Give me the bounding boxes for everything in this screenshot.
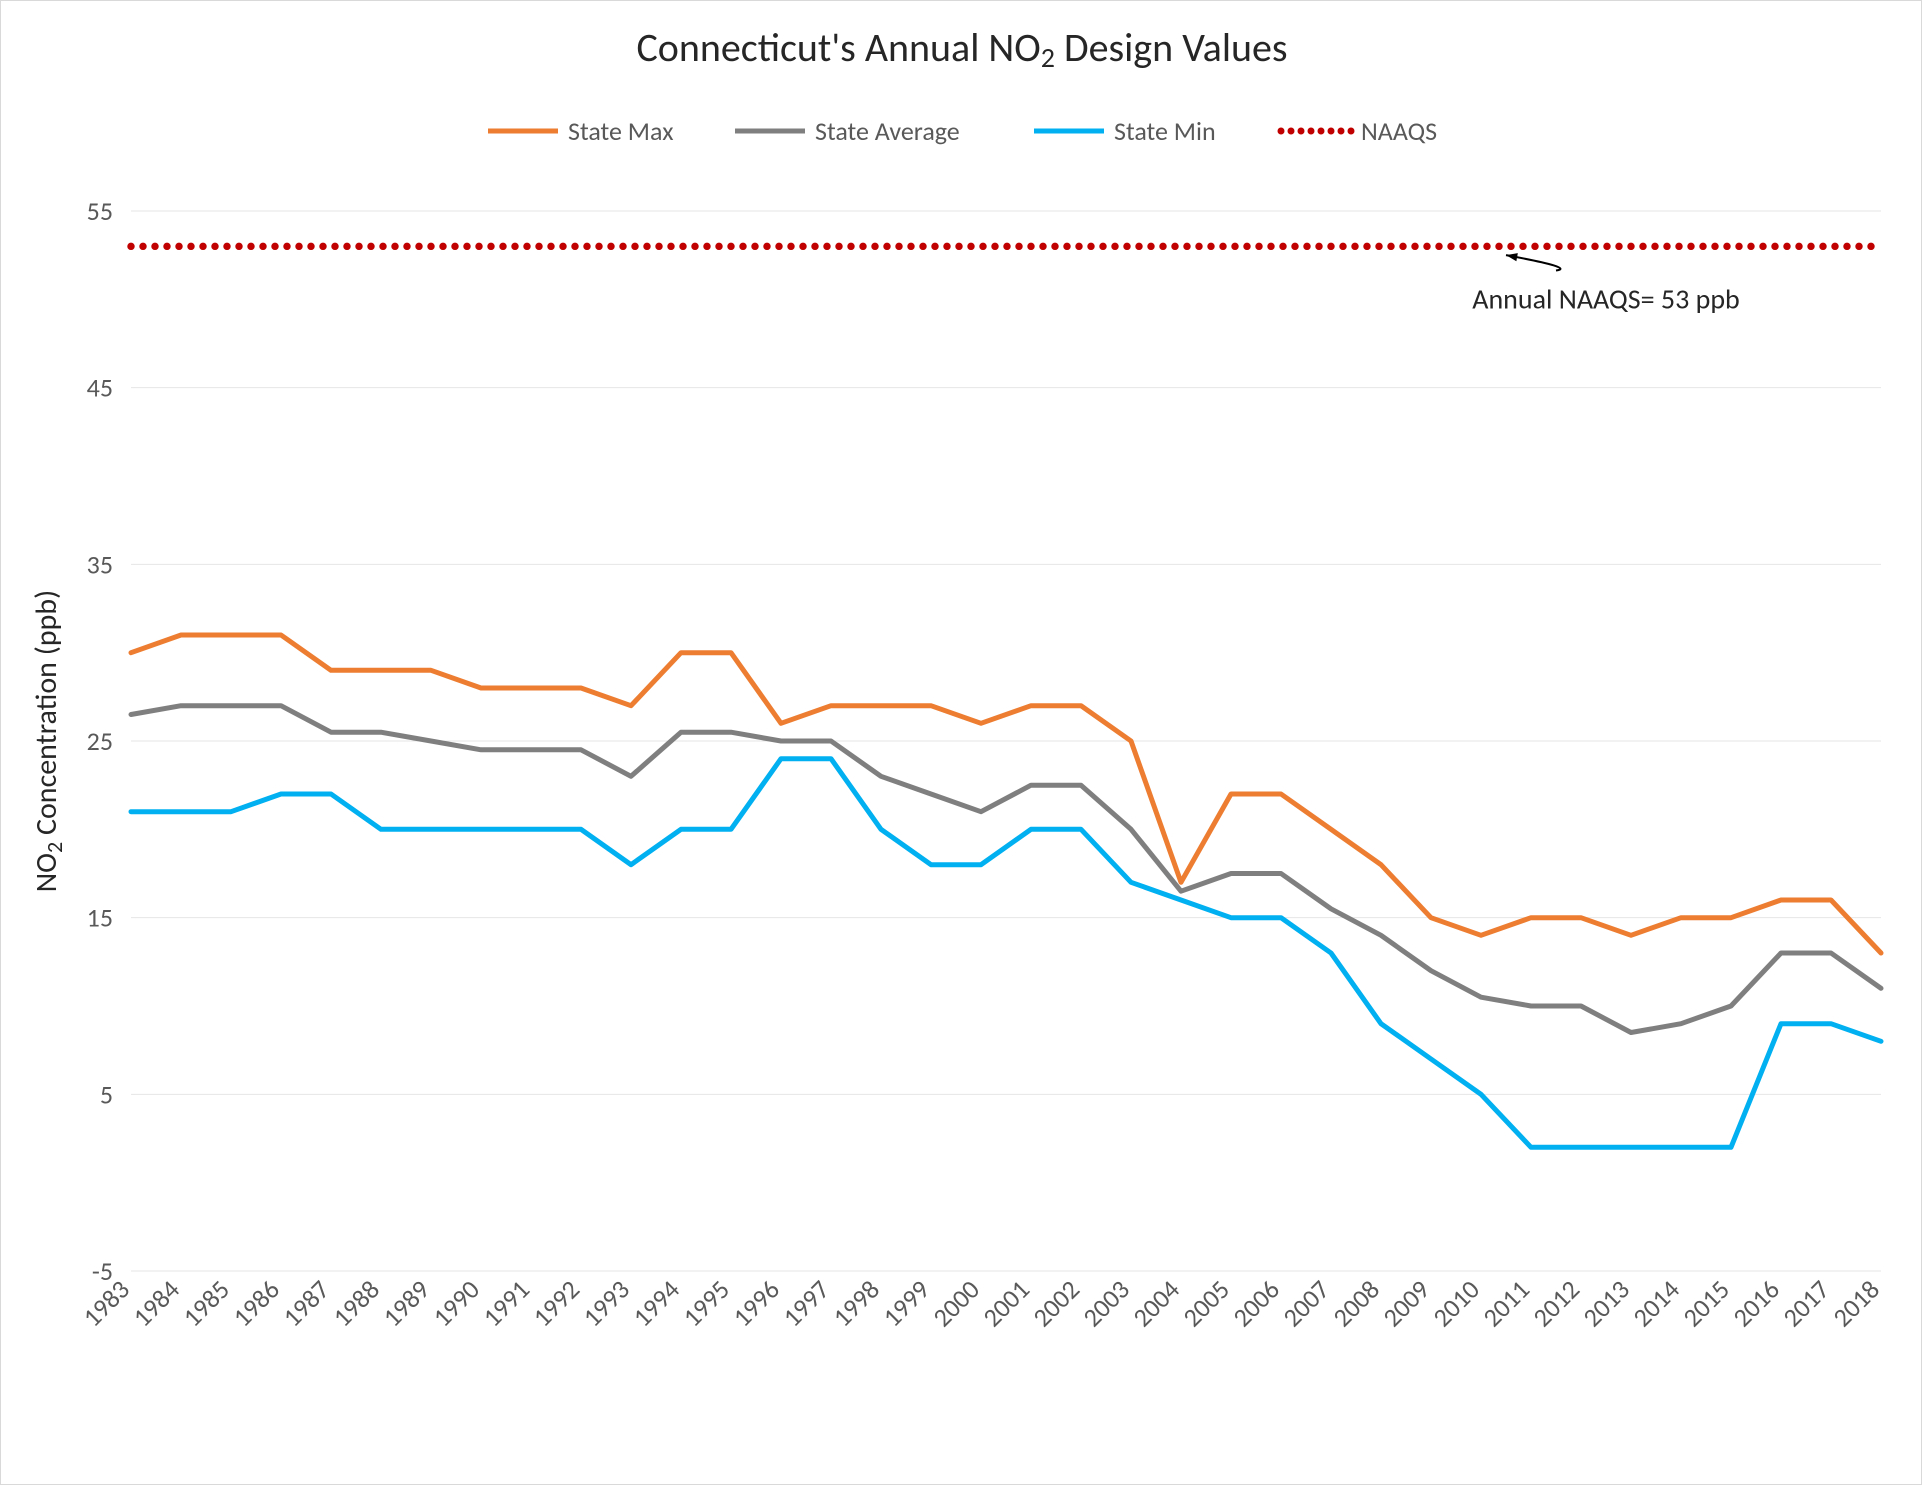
x-tick-label: 2007 (1276, 1273, 1336, 1333)
x-tick-label: 2012 (1526, 1273, 1586, 1333)
x-tick-label: 2013 (1576, 1273, 1636, 1333)
y-tick-label: 35 (87, 548, 113, 580)
legend-label: State Average (815, 115, 960, 147)
legend: State Max State Average State Min NAAQS (488, 115, 1437, 147)
legend-item: State Max (488, 115, 674, 147)
y-tick-label: 5 (100, 1078, 113, 1110)
x-tick-label: 2004 (1126, 1273, 1186, 1333)
series-state-max (131, 635, 1881, 953)
x-tick-label: 1988 (326, 1273, 386, 1333)
x-tick-label: 2018 (1826, 1273, 1886, 1333)
x-tick-label: 1991 (476, 1273, 536, 1333)
x-tick-label: 1999 (876, 1273, 936, 1333)
legend-item: State Min (1034, 115, 1216, 147)
x-tick-label: 2005 (1176, 1273, 1236, 1333)
x-tick-label: 2003 (1076, 1273, 1136, 1333)
x-tick-label: 2008 (1326, 1273, 1386, 1333)
y-tick-label: 55 (87, 195, 113, 227)
x-tick-label: 1996 (726, 1273, 786, 1333)
chart-svg: Connecticut's Annual NO2 Design Values St… (1, 1, 1922, 1486)
x-tick-label: 2006 (1226, 1273, 1286, 1333)
legend-label: NAAQS (1361, 115, 1437, 147)
annotation-arrowhead (1506, 253, 1518, 261)
legend-item: State Average (735, 115, 960, 147)
chart-title: Connecticut's Annual NO2 Design Values (636, 23, 1287, 75)
x-tick-label: 2017 (1776, 1273, 1836, 1333)
x-tick-label: 1983 (76, 1273, 136, 1333)
x-tick-label: 1984 (126, 1273, 186, 1333)
chart-container: Connecticut's Annual NO2 Design Values St… (0, 0, 1922, 1485)
x-tick-label: 1997 (776, 1273, 836, 1333)
x-tick-label: 2016 (1726, 1273, 1786, 1333)
x-tick-label: 2009 (1376, 1273, 1436, 1333)
annotation-text: Annual NAAQS= 53 ppb (1472, 282, 1740, 317)
x-tick-label: 1990 (426, 1273, 486, 1333)
x-tick-label: 2014 (1626, 1273, 1686, 1333)
x-tick-label: 2011 (1476, 1273, 1536, 1333)
y-tick-label: 15 (87, 902, 113, 934)
series-state-min (131, 759, 1881, 1148)
x-tick-label: 1998 (826, 1273, 886, 1333)
x-tick-label: 1986 (226, 1273, 286, 1333)
x-tick-label: 1985 (176, 1273, 236, 1333)
y-tick-label: 25 (87, 725, 113, 757)
x-tick-label: 1994 (626, 1273, 686, 1333)
x-tick-label: 2000 (926, 1273, 986, 1333)
y-tick-label: 45 (87, 372, 113, 404)
legend-item: NAAQS (1278, 115, 1438, 147)
series-state-average (131, 706, 1881, 1033)
x-tick-label: 1987 (276, 1273, 336, 1333)
x-tick-label: 2002 (1026, 1273, 1086, 1333)
legend-label: State Max (568, 115, 674, 147)
x-tick-label: 1995 (676, 1273, 736, 1333)
x-tick-label: 2001 (976, 1273, 1036, 1333)
x-tick-label: 1989 (376, 1273, 436, 1333)
legend-label: State Min (1114, 115, 1216, 147)
x-tick-label: 1992 (526, 1273, 586, 1333)
x-tick-label: 1993 (576, 1273, 636, 1333)
x-tick-label: 2010 (1426, 1273, 1486, 1333)
x-tick-label: 2015 (1676, 1273, 1736, 1333)
series-naaqs (127, 243, 1874, 250)
y-axis-label: NO2 Concentration (ppb) (28, 590, 68, 892)
